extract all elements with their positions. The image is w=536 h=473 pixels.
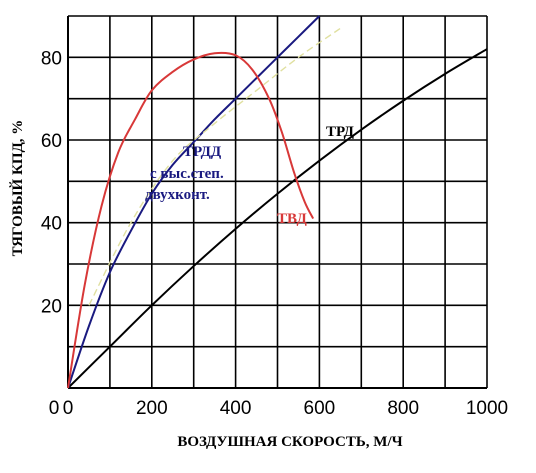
series-labels: ТРД ТРДД с выс.степ. двухконт. ТВД: [145, 124, 355, 227]
series-line-0: [67, 48, 488, 389]
series-line-1: [67, 15, 321, 389]
series-line-3: [88, 27, 341, 306]
x-axis-label: ВОЗДУШНАЯ СКОРОСТЬ, М/Ч: [177, 434, 402, 450]
y-axis-label: ТЯГОВЫЙ КПД, %: [9, 120, 26, 257]
x-tick-label: 0: [63, 398, 74, 419]
chart-series: [67, 15, 488, 389]
x-tick-label: 1000: [466, 398, 508, 419]
x-tick-label: 400: [220, 398, 252, 419]
series-label-1: двухконт.: [145, 187, 210, 203]
x-tick-label: 200: [136, 398, 168, 419]
series-label-1: ТРДД: [183, 144, 222, 160]
series-label-2: ТВД: [277, 211, 307, 227]
y-tick-label: 40: [41, 214, 62, 235]
y-tick-label: 60: [41, 131, 62, 152]
series-label-1: с выс.степ.: [150, 166, 224, 182]
origin-tick-label: 0: [49, 398, 60, 419]
series-line-2: [67, 51, 315, 389]
series-label-0: ТРД: [326, 124, 355, 140]
chart-grid: [67, 15, 488, 389]
y-tick-label: 20: [41, 296, 62, 317]
x-tick-label: 800: [387, 398, 419, 419]
x-tick-label: 600: [304, 398, 336, 419]
y-tick-label: 80: [41, 48, 62, 69]
